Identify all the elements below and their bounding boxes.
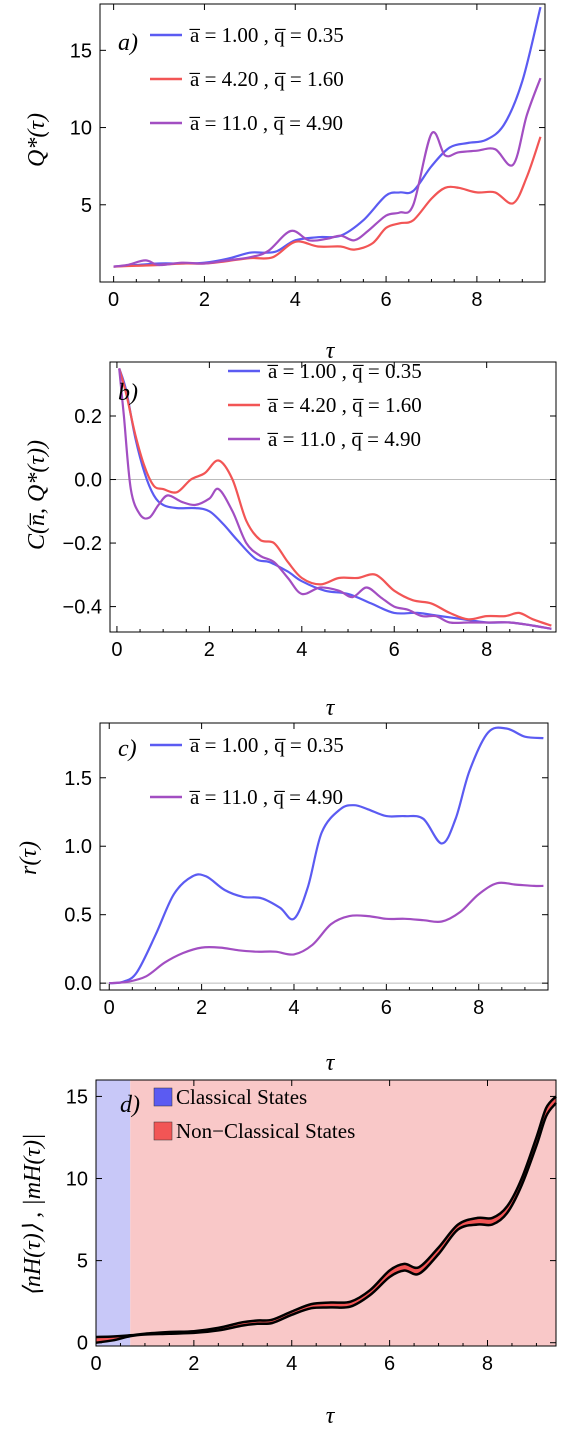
legend-entry: a̅ = 1.00 , q̅ = 0.35 (267, 359, 422, 383)
y-tick-label: 10 (70, 118, 92, 140)
x-tick-label: 6 (381, 289, 392, 311)
plot-frame (109, 361, 557, 633)
legend-entry: a̅ = 11.0 , q̅ = 4.90 (267, 427, 421, 451)
plot-frame (99, 722, 549, 991)
y-tick-label: 1.0 (64, 836, 92, 858)
x-tick-label: 2 (188, 1353, 199, 1375)
x-tick-label: 6 (381, 997, 392, 1019)
x-axis-label: τ (326, 338, 336, 364)
x-tick-label: 6 (389, 639, 400, 661)
legend: Classical States Non−Classical States (153, 1085, 355, 1143)
x-tick-label: 8 (481, 639, 492, 661)
x-tick-label: 8 (473, 997, 484, 1019)
y-axis-label: r(τ) (16, 841, 42, 875)
series-2-line (113, 136, 542, 268)
series-2-line (118, 368, 552, 627)
y-tick-label: 0.0 (64, 973, 92, 995)
series-3-line (113, 77, 542, 268)
panel-label: b) (118, 380, 138, 406)
y-tick-label: 0.5 (64, 905, 92, 927)
y-tick-label: 15 (66, 1086, 88, 1108)
x-tick-label: 2 (196, 997, 207, 1019)
x-tick-label: 0 (90, 1353, 101, 1375)
x-tick-label: 4 (286, 1353, 297, 1375)
y-tick-label: −0.2 (63, 533, 102, 555)
x-tick-label: 8 (471, 289, 482, 311)
x-tick-label: 0 (104, 997, 115, 1019)
y-tick-label: 0 (77, 1333, 88, 1355)
region-classical-states (96, 1080, 131, 1346)
plot-frame (99, 3, 546, 283)
x-axis-label: τ (326, 1050, 336, 1076)
x-tick-label: 0 (111, 639, 122, 661)
legend-swatch (153, 1087, 173, 1107)
y-tick-label: 1.5 (64, 768, 92, 790)
x-tick-label: 2 (199, 289, 210, 311)
panel-label: d) (120, 1092, 140, 1118)
y-axis-label: C(n̅, Q*(τ)) (24, 440, 50, 550)
y-tick-label: 0.0 (74, 470, 102, 492)
panel-b: 0 2 4 6 8 0.2 0.0 −0.2 −0.4 τ C(n̅, Q*(τ)) b) a̅ = 1… (24, 359, 557, 721)
series-2-line (109, 881, 544, 985)
panel-label: c) (118, 736, 137, 762)
y-axis-label: ⟨nH(τ)⟩ , |mH(τ)| (20, 1133, 46, 1296)
series-1-line (109, 726, 544, 985)
x-axis-label: τ (326, 695, 336, 721)
legend-swatch (153, 1121, 173, 1141)
panel-c: 0 2 4 6 8 0.0 0.5 1.0 1.5 τ r(τ) c) a̅ = 1.00 , q̅ =… (16, 722, 549, 1076)
x-axis-label: τ (326, 1403, 336, 1429)
legend-entry: a̅ = 1.00 , q̅ = 0.35 (189, 23, 344, 47)
legend: a̅ = 1.00 , q̅ = 0.35 a̅ = 4.20 , q̅ = 1.… (150, 23, 344, 135)
y-tick-label: 0.2 (74, 406, 102, 428)
y-tick-label: 5 (77, 1251, 88, 1273)
panel-d: 0 2 4 6 8 0 5 10 15 τ ⟨nH(τ)⟩ , |mH(τ)| d) Classical… (20, 1079, 558, 1429)
y-tick-label: 15 (70, 40, 92, 62)
panel-label: a) (118, 30, 138, 56)
legend-entry: a̅ = 11.0 , q̅ = 4.90 (189, 111, 343, 135)
x-tick-label: 6 (384, 1353, 395, 1375)
y-axis-label: Q*(τ) (24, 113, 50, 167)
y-tick-label: −0.4 (63, 597, 102, 619)
x-tick-label: 8 (482, 1353, 493, 1375)
x-tick-label: 2 (204, 639, 215, 661)
x-tick-label: 4 (288, 997, 299, 1019)
legend-entry: Non−Classical States (176, 1119, 355, 1143)
legend-entry: a̅ = 1.00 , q̅ = 0.35 (189, 733, 344, 757)
y-tick-label: 5 (81, 195, 92, 217)
series-upper-line (95, 1095, 557, 1339)
x-tick-label: 4 (290, 289, 301, 311)
legend-entry: a̅ = 4.20 , q̅ = 1.60 (189, 67, 344, 91)
legend-entry: Classical States (176, 1085, 307, 1109)
series-lower-line (95, 1102, 558, 1344)
plot-frame (95, 1079, 557, 1347)
series-3-line (118, 368, 552, 630)
legend-entry: a̅ = 4.20 , q̅ = 1.60 (267, 393, 422, 417)
legend: a̅ = 1.00 , q̅ = 0.35 a̅ = 4.20 , q̅ = 1.… (228, 359, 422, 451)
y-tick-label: 10 (66, 1169, 88, 1191)
x-tick-label: 0 (108, 289, 119, 311)
legend-entry: a̅ = 11.0 , q̅ = 4.90 (189, 785, 343, 809)
legend: a̅ = 1.00 , q̅ = 0.35 a̅ = 11.0 , q̅ = 4.… (150, 733, 344, 809)
x-tick-label: 4 (296, 639, 307, 661)
